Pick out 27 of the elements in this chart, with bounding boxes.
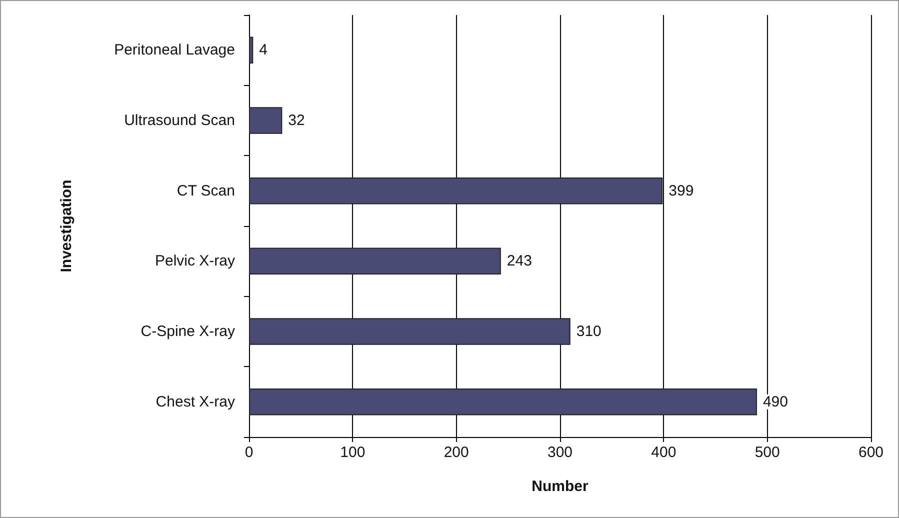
x-tick-label: 500 — [754, 444, 780, 461]
data-label: 490 — [762, 393, 788, 410]
x-axis-title: Number — [532, 478, 588, 495]
x-tick-label: 400 — [651, 444, 676, 461]
y-tick-label: CT Scan — [176, 182, 235, 200]
x-tick-label: 100 — [340, 444, 366, 461]
y-tick-label: C-Spine X-ray — [140, 323, 236, 340]
data-label: 32 — [288, 112, 305, 129]
bar — [249, 177, 663, 204]
x-tick-label: 200 — [444, 444, 469, 461]
data-label: 243 — [506, 252, 532, 270]
bar — [249, 318, 570, 345]
y-tick-label: Ultrasound Scan — [124, 112, 235, 129]
bar — [249, 107, 282, 134]
bar — [249, 388, 757, 416]
bar — [249, 36, 254, 64]
y-tick-label: Pelvic X-ray — [154, 252, 236, 270]
x-tick-label: 600 — [858, 444, 884, 461]
y-axis-title: Investigation — [58, 180, 75, 272]
y-tick-label: Peritoneal Lavage — [114, 42, 235, 59]
x-tick-label: 0 — [244, 444, 254, 461]
bar — [249, 248, 501, 275]
data-label: 4 — [259, 42, 268, 59]
y-tick-label: Chest X-ray — [156, 393, 236, 410]
data-label: 310 — [576, 323, 602, 340]
x-tick-label: 300 — [547, 444, 573, 461]
data-label: 399 — [668, 182, 694, 200]
